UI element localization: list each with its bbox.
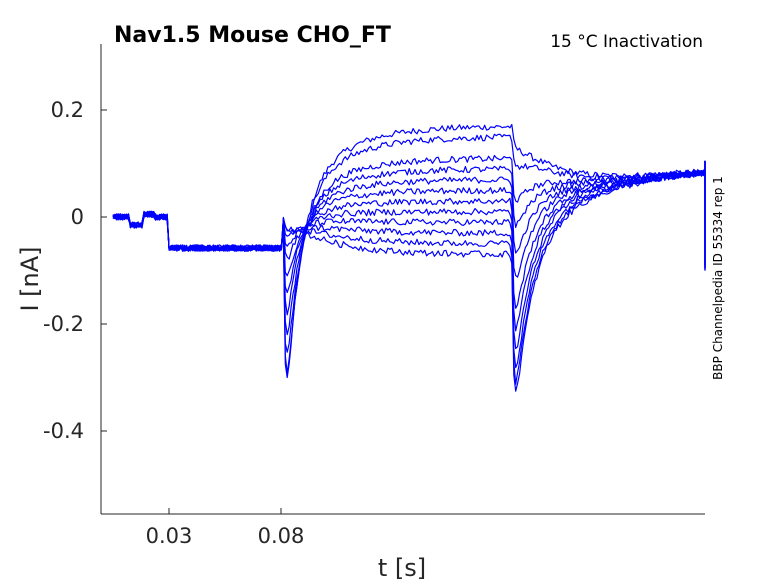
current-trace: [112, 160, 706, 392]
y-tick-label: -0.4: [43, 419, 84, 443]
x-tick-label: 0.03: [146, 524, 193, 548]
y-axis-label: I [nA]: [16, 246, 44, 311]
current-trace: [112, 160, 706, 369]
x-axis-label: t [s]: [378, 554, 426, 582]
y-tick-label: 0.2: [51, 98, 84, 122]
current-traces: [112, 123, 706, 392]
x-tick-label: 0.08: [258, 524, 305, 548]
plot-axes: [100, 44, 705, 515]
y-tick-label: -0.2: [43, 312, 84, 336]
channelpedia-id-label: BBP Channelpedia ID 55334 rep 1: [711, 176, 725, 380]
y-ticks: 0.2 0 -0.2 -0.4: [43, 98, 107, 443]
y-tick-label: 0: [71, 205, 84, 229]
current-trace: [112, 160, 706, 385]
chart-subtitle: 15 °C Inactivation: [550, 32, 703, 52]
x-ticks: 0.03 0.08: [146, 508, 305, 548]
chart-title: Nav1.5 Mouse CHO_FT: [114, 23, 391, 48]
